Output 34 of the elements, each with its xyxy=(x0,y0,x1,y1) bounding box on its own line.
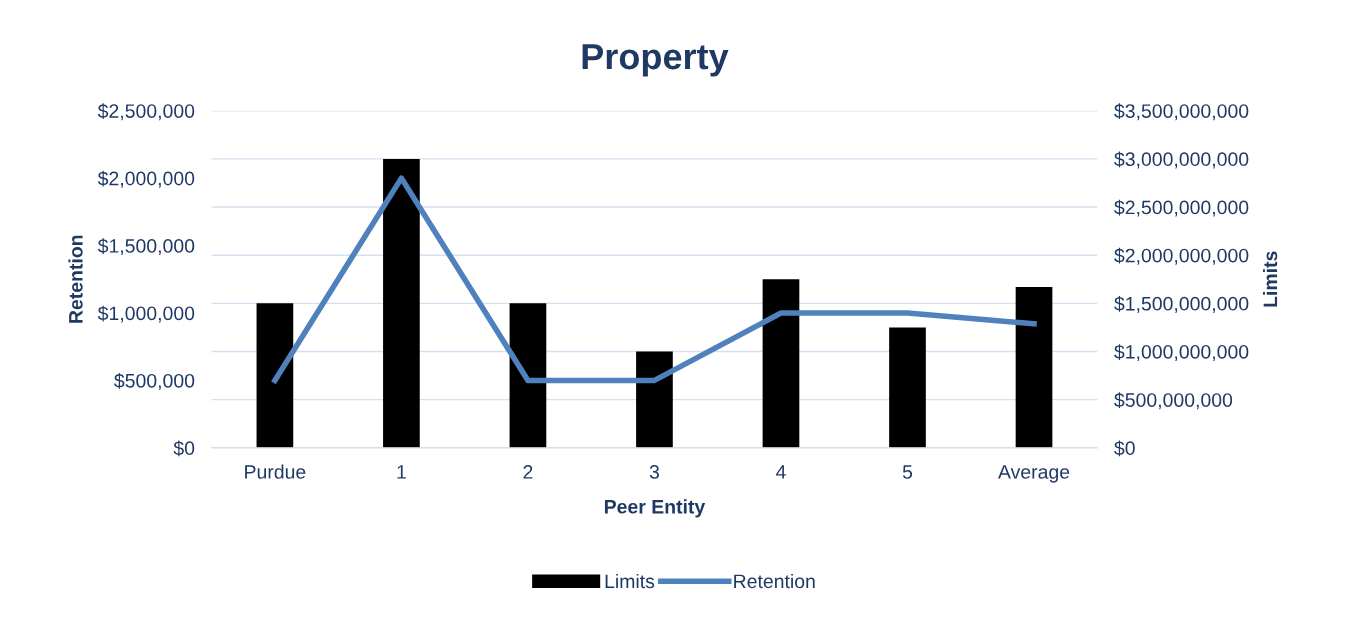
bar xyxy=(256,303,294,448)
x-tick-label: 1 xyxy=(397,465,406,479)
x-axis-title: Peer Entity xyxy=(604,499,706,518)
y-tick-label: $1,500,000 xyxy=(97,238,195,256)
legend-label: Retention xyxy=(734,573,815,589)
y-tick-label: $2,500,000 xyxy=(97,103,195,121)
y-tick-label: $2,000,000 xyxy=(97,170,195,188)
x-tick-label: 3 xyxy=(649,465,660,479)
legend-label: Limits xyxy=(605,573,655,589)
bar xyxy=(762,279,800,448)
bar xyxy=(383,158,420,448)
y-tick-label: $1,000,000 xyxy=(97,305,195,323)
y2-tick-label: $1,000,000,000 xyxy=(1114,344,1249,362)
y-tick-label: $0 xyxy=(173,440,195,457)
x-tick-label: 4 xyxy=(776,465,786,479)
y2-tick-label: $3,500,000,000 xyxy=(1114,103,1249,121)
bar xyxy=(1015,286,1053,448)
y2-tick-label: $0 xyxy=(1114,440,1135,457)
bar xyxy=(889,327,926,448)
x-tick-label: Purdue xyxy=(245,464,306,479)
y2-tick-label: $500,000,000 xyxy=(1114,392,1233,410)
x-tick-label: 2 xyxy=(523,465,533,479)
y2-tick-label: $2,500,000,000 xyxy=(1114,199,1249,217)
y-axis-title: Retention xyxy=(68,235,83,323)
y2-tick-label: $3,000,000,000 xyxy=(1114,151,1249,169)
chart-title: Property xyxy=(582,44,729,77)
y2-tick-label: $2,000,000,000 xyxy=(1114,247,1249,265)
y2-tick-label: $1,500,000,000 xyxy=(1114,296,1249,313)
x-tick-label: 5 xyxy=(902,465,913,479)
y-tick-label: $500,000 xyxy=(114,373,195,390)
x-tick-label: Average xyxy=(998,465,1070,483)
bar xyxy=(636,351,673,448)
bar xyxy=(509,303,547,448)
y2-axis-title: Limits xyxy=(1262,251,1278,307)
